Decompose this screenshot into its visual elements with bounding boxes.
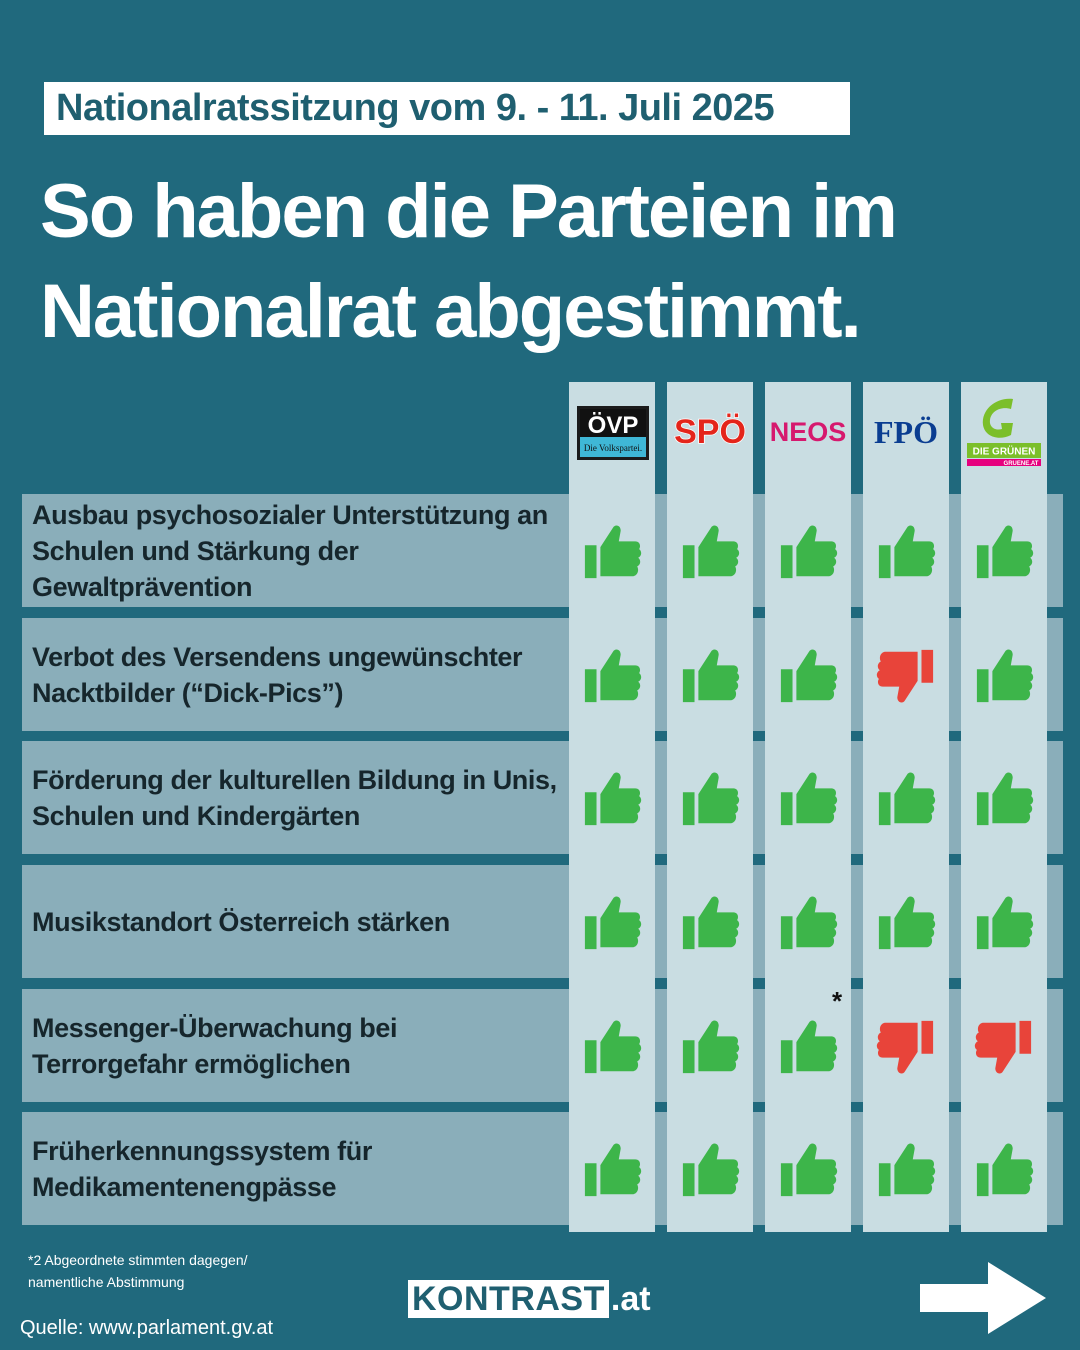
gruene-logo-sub: GRUENE.AT <box>1004 461 1039 467</box>
spoe-logo-text: SPÖ <box>674 413 746 451</box>
oevp-logo-sub: Die Volkspartei. <box>584 443 642 453</box>
vote-topic-label: Messenger-Überwachung bei Terrorgefahr e… <box>32 1012 398 1079</box>
footnote: *2 Abgeordnete stimmten dagegen/ namentl… <box>28 1249 248 1293</box>
thumbs-up-icon <box>780 649 838 703</box>
thumbs-up-icon <box>878 772 936 826</box>
thumbs-up-icon <box>682 1020 740 1074</box>
spoe-logo: SPÖ <box>667 392 753 470</box>
vote-cell-oevp <box>569 989 655 1102</box>
vote-cell-spoe <box>667 741 753 854</box>
thumbs-up-icon <box>780 896 838 950</box>
thumbs-up-icon <box>878 896 936 950</box>
thumbs-up-icon <box>584 772 642 826</box>
next-arrow-icon[interactable] <box>920 1262 1046 1334</box>
thumbs-down-icon <box>974 1020 1032 1074</box>
vote-cell-gruene <box>961 618 1047 731</box>
brand-tld: .at <box>610 1279 651 1318</box>
thumbs-up-icon <box>780 772 838 826</box>
thumbs-up-icon <box>878 1143 936 1197</box>
vote-cell-oevp <box>569 1112 655 1225</box>
vote-cell-spoe <box>667 494 753 607</box>
vote-cell-neos <box>765 741 851 854</box>
vote-cell-fpoe <box>863 865 949 978</box>
vote-cell-spoe <box>667 989 753 1102</box>
footnote-line-2: namentliche Abstimmung <box>28 1274 185 1290</box>
thumbs-up-icon <box>780 1020 838 1074</box>
gruene-logo-text: DIE GRÜNEN <box>973 445 1036 458</box>
neos-logo-text: NEOS <box>770 417 847 447</box>
thumbs-up-icon <box>682 649 740 703</box>
vote-cell-gruene <box>961 865 1047 978</box>
vote-cell-fpoe <box>863 494 949 607</box>
thumbs-up-icon <box>584 525 642 579</box>
vote-cell-gruene <box>961 741 1047 854</box>
vote-cell-spoe <box>667 865 753 978</box>
kontrast-logo: KONTRAST .at <box>408 1279 651 1319</box>
vote-cell-neos <box>765 494 851 607</box>
vote-cell-fpoe <box>863 618 949 731</box>
fpoe-logo-text: FPÖ <box>874 414 938 450</box>
source-note: Quelle: www.parlament.gv.at <box>20 1317 274 1339</box>
thumbs-down-icon <box>876 1020 934 1074</box>
brand-name: KONTRAST <box>408 1280 609 1318</box>
thumbs-up-icon <box>584 1143 642 1197</box>
vote-cell-oevp <box>569 865 655 978</box>
thumbs-up-icon <box>682 772 740 826</box>
vote-topic-label: Ausbau psychosozialer Unterstützung an S… <box>32 499 548 602</box>
vote-cell-fpoe <box>863 989 949 1102</box>
vote-topic-label: Musikstandort Österreich stärken <box>32 906 450 937</box>
fpoe-logo: FPÖ <box>863 392 949 470</box>
vote-cell-oevp <box>569 618 655 731</box>
page-title: So haben die Parteien im Nationalrat abg… <box>40 162 1050 362</box>
vote-topic-label: Förderung der kulturellen Bildung in Uni… <box>32 764 557 831</box>
thumbs-up-icon <box>976 772 1034 826</box>
vote-cell-fpoe <box>863 1112 949 1225</box>
vote-cell-neos <box>765 618 851 731</box>
thumbs-down-icon <box>876 649 934 703</box>
thumbs-up-icon <box>780 1143 838 1197</box>
footnote-line-1: *2 Abgeordnete stimmten dagegen/ <box>28 1252 248 1268</box>
thumbs-up-icon <box>976 649 1034 703</box>
neos-logo: NEOS <box>765 392 851 470</box>
vote-cell-spoe <box>667 1112 753 1225</box>
page-title-line-1: So haben die Parteien im <box>40 169 898 254</box>
thumbs-up-icon <box>780 525 838 579</box>
vote-cell-oevp <box>569 494 655 607</box>
vote-cell-gruene <box>961 989 1047 1102</box>
thumbs-up-icon <box>976 525 1034 579</box>
session-date-badge: Nationalratssitzung vom 9. - 11. Juli 20… <box>44 82 850 135</box>
thumbs-up-icon <box>584 1020 642 1074</box>
thumbs-up-icon <box>682 525 740 579</box>
vote-cell-oevp <box>569 741 655 854</box>
vote-cell-fpoe <box>863 741 949 854</box>
vote-cell-neos <box>765 989 851 1102</box>
page-title-line-2: Nationalrat abgestimmt. <box>40 269 862 354</box>
vote-cell-spoe <box>667 618 753 731</box>
thumbs-up-icon <box>976 1143 1034 1197</box>
thumbs-up-icon <box>976 896 1034 950</box>
thumbs-up-icon <box>682 896 740 950</box>
vote-cell-gruene <box>961 1112 1047 1225</box>
thumbs-up-icon <box>584 649 642 703</box>
gruene-logo: DIE GRÜNEN GRUENE.AT <box>961 392 1047 470</box>
oevp-logo: ÖVP Die Volkspartei. <box>569 392 655 470</box>
thumbs-up-icon <box>878 525 936 579</box>
vote-topic-label: Verbot des Versendens ungewünschter Nack… <box>32 641 523 708</box>
vote-cell-gruene <box>961 494 1047 607</box>
vote-cell-neos <box>765 1112 851 1225</box>
oevp-logo-text: ÖVP <box>588 412 639 439</box>
vote-topic-label: Früherkennungssystem für Medikamenteneng… <box>32 1135 372 1202</box>
vote-cell-neos <box>765 865 851 978</box>
thumbs-up-icon <box>584 896 642 950</box>
footnote-marker: * <box>832 986 843 1016</box>
thumbs-up-icon <box>682 1143 740 1197</box>
